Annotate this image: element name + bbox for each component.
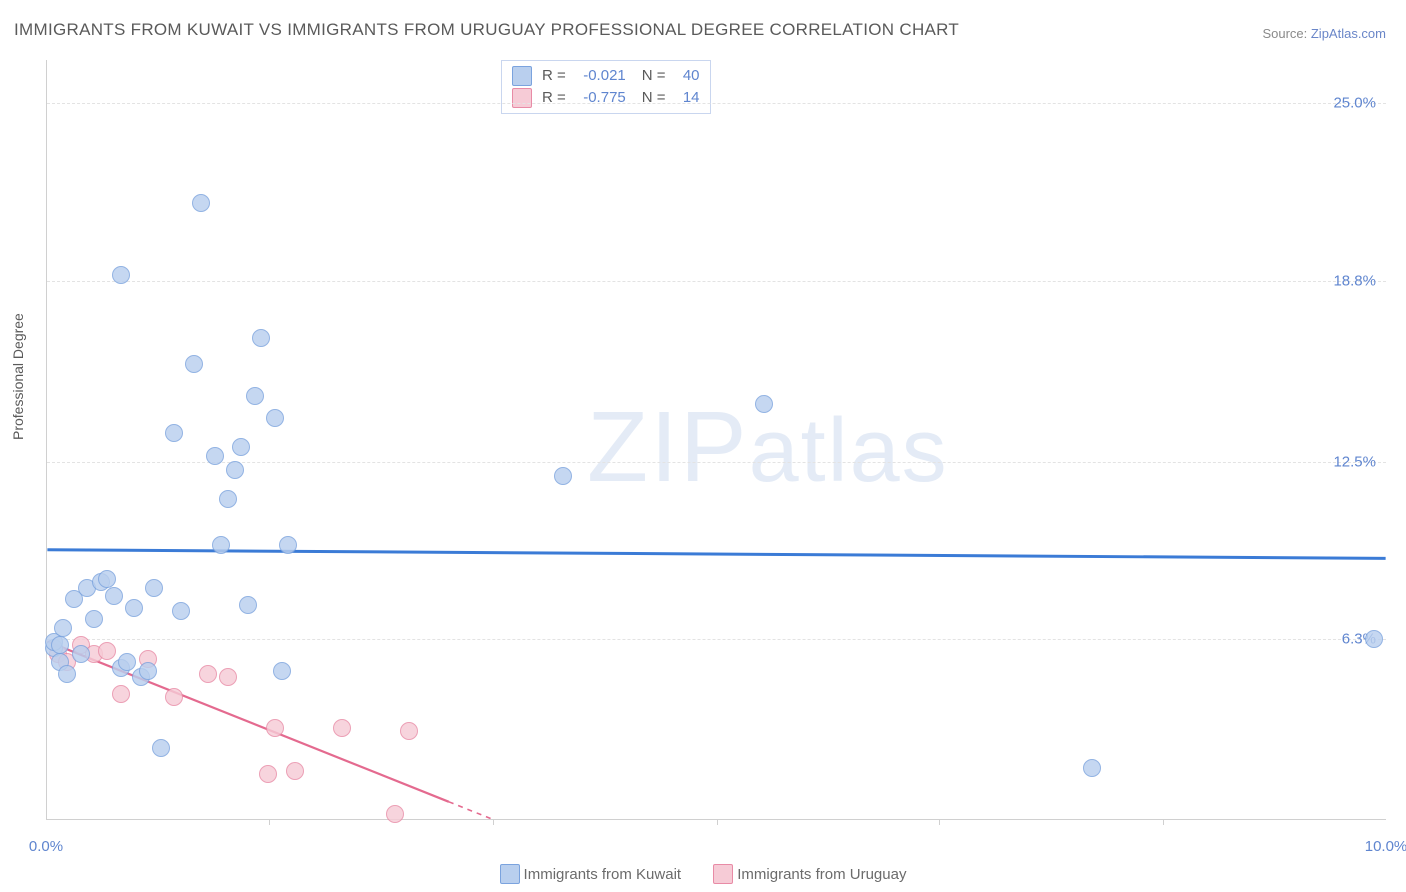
point-kuwait bbox=[58, 665, 76, 683]
x-tick-label: 10.0% bbox=[1365, 838, 1406, 855]
swatch-uruguay bbox=[512, 88, 532, 108]
point-uruguay bbox=[259, 765, 277, 783]
point-kuwait bbox=[239, 596, 257, 614]
x-tick-label: 0.0% bbox=[29, 838, 63, 855]
legend-label-kuwait: Immigrants from Kuwait bbox=[524, 866, 682, 883]
point-uruguay bbox=[165, 688, 183, 706]
y-tick-label: 18.8% bbox=[1333, 272, 1376, 289]
point-uruguay bbox=[219, 668, 237, 686]
x-tick bbox=[1163, 819, 1164, 825]
x-tick bbox=[717, 819, 718, 825]
gridline bbox=[47, 639, 1386, 640]
point-kuwait bbox=[1365, 630, 1383, 648]
point-kuwait bbox=[145, 579, 163, 597]
point-kuwait bbox=[273, 662, 291, 680]
swatch-kuwait bbox=[512, 66, 532, 86]
x-tick bbox=[269, 819, 270, 825]
point-uruguay bbox=[286, 762, 304, 780]
stats-n-label: N = bbox=[642, 65, 666, 87]
legend-item-kuwait: Immigrants from Kuwait bbox=[500, 864, 682, 884]
point-uruguay bbox=[333, 719, 351, 737]
stats-r-label: R = bbox=[542, 65, 566, 87]
source-prefix: Source: bbox=[1262, 26, 1310, 41]
gridline bbox=[47, 462, 1386, 463]
stats-n-label: N = bbox=[642, 87, 666, 109]
stats-r-label: R = bbox=[542, 87, 566, 109]
x-tick bbox=[939, 819, 940, 825]
point-kuwait bbox=[105, 587, 123, 605]
stats-r-value-uruguay: -0.775 bbox=[572, 87, 626, 109]
point-kuwait bbox=[139, 662, 157, 680]
point-kuwait bbox=[118, 653, 136, 671]
point-uruguay bbox=[112, 685, 130, 703]
gridline bbox=[47, 281, 1386, 282]
legend-label-uruguay: Immigrants from Uruguay bbox=[737, 866, 906, 883]
stats-n-value-kuwait: 40 bbox=[672, 65, 700, 87]
point-uruguay bbox=[98, 642, 116, 660]
point-kuwait bbox=[206, 447, 224, 465]
gridline bbox=[47, 103, 1386, 104]
swatch-uruguay bbox=[713, 864, 733, 884]
y-axis-label: Professional Degree bbox=[10, 313, 26, 440]
plot-area: ZIPatlas R = -0.021 N = 40 R = -0.775 N … bbox=[46, 60, 1386, 820]
point-kuwait bbox=[212, 536, 230, 554]
point-kuwait bbox=[192, 194, 210, 212]
point-uruguay bbox=[199, 665, 217, 683]
point-kuwait bbox=[72, 645, 90, 663]
y-tick-label: 12.5% bbox=[1333, 453, 1376, 470]
point-uruguay bbox=[386, 805, 404, 823]
point-kuwait bbox=[165, 424, 183, 442]
point-kuwait bbox=[98, 570, 116, 588]
stats-legend: R = -0.021 N = 40 R = -0.775 N = 14 bbox=[501, 60, 711, 114]
stats-n-value-uruguay: 14 bbox=[672, 87, 700, 109]
point-kuwait bbox=[232, 438, 250, 456]
point-kuwait bbox=[266, 409, 284, 427]
chart-container: IMMIGRANTS FROM KUWAIT VS IMMIGRANTS FRO… bbox=[0, 0, 1406, 892]
stats-row-kuwait: R = -0.021 N = 40 bbox=[512, 65, 700, 87]
point-kuwait bbox=[172, 602, 190, 620]
source-attribution: Source: ZipAtlas.com bbox=[1262, 26, 1386, 41]
point-uruguay bbox=[266, 719, 284, 737]
point-kuwait bbox=[554, 467, 572, 485]
point-kuwait bbox=[226, 461, 244, 479]
point-kuwait bbox=[246, 387, 264, 405]
point-uruguay bbox=[400, 722, 418, 740]
point-kuwait bbox=[51, 636, 69, 654]
point-kuwait bbox=[279, 536, 297, 554]
y-tick-label: 25.0% bbox=[1333, 95, 1376, 112]
point-kuwait bbox=[85, 610, 103, 628]
point-kuwait bbox=[112, 266, 130, 284]
point-kuwait bbox=[219, 490, 237, 508]
x-tick bbox=[493, 819, 494, 825]
point-kuwait bbox=[54, 619, 72, 637]
legend-item-uruguay: Immigrants from Uruguay bbox=[713, 864, 906, 884]
point-kuwait bbox=[1083, 759, 1101, 777]
chart-title: IMMIGRANTS FROM KUWAIT VS IMMIGRANTS FRO… bbox=[14, 20, 959, 40]
stats-r-value-kuwait: -0.021 bbox=[572, 65, 626, 87]
point-kuwait bbox=[152, 739, 170, 757]
source-link[interactable]: ZipAtlas.com bbox=[1311, 26, 1386, 41]
stats-row-uruguay: R = -0.775 N = 14 bbox=[512, 87, 700, 109]
point-kuwait bbox=[185, 355, 203, 373]
point-kuwait bbox=[755, 395, 773, 413]
point-kuwait bbox=[252, 329, 270, 347]
series-legend: Immigrants from Kuwait Immigrants from U… bbox=[0, 864, 1406, 888]
swatch-kuwait bbox=[500, 864, 520, 884]
regression-lines-layer bbox=[47, 60, 1386, 819]
point-kuwait bbox=[125, 599, 143, 617]
